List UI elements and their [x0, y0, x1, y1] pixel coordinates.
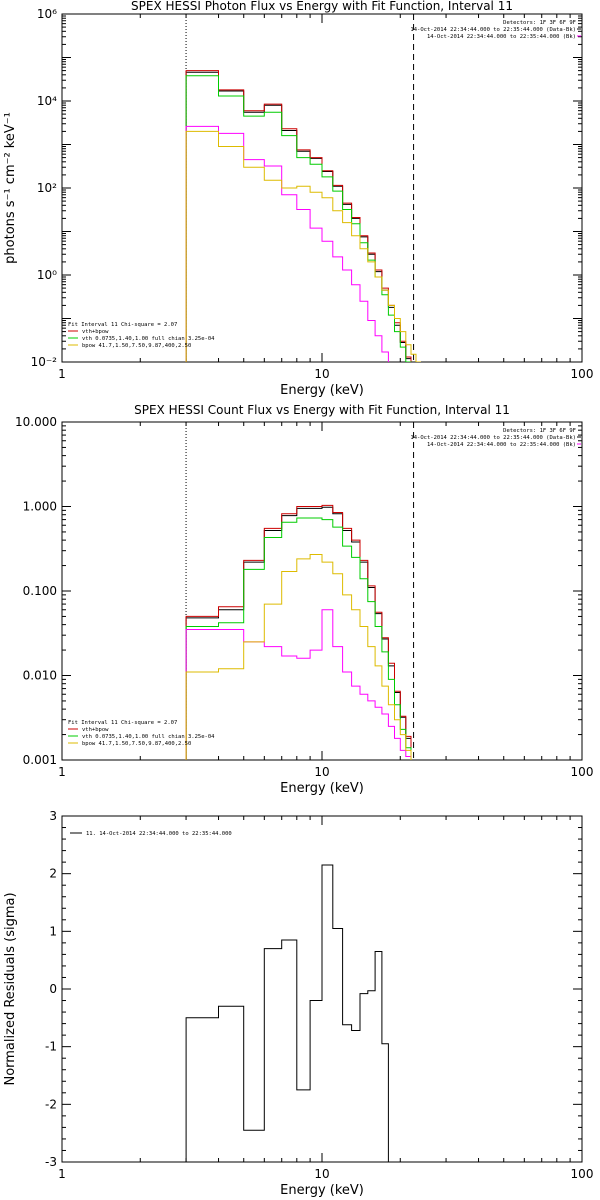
series-line-1	[185, 506, 412, 760]
series-line-4	[185, 125, 389, 362]
legend-entry: vth+bpow	[82, 329, 109, 335]
y-tick-label: 10.000	[15, 415, 57, 429]
y-tick-label: 10⁴	[37, 94, 57, 108]
header-line: 14-Oct-2014 22:34:44.000 to 22:35:44.000…	[410, 27, 576, 33]
legend-entry: Fit Interval 11 Chi-square = 2.07	[68, 322, 177, 328]
y-tick-label: 3	[49, 809, 57, 823]
series-line-4	[185, 609, 412, 760]
series-line-5	[185, 130, 421, 362]
legend-entry: bpow 41.7,1.50,7.50,9.87,400,2.50	[82, 343, 191, 349]
legend-entry: Fit Interval 11 Chi-square = 2.07	[68, 720, 177, 726]
y-tick-label: 0.001	[23, 753, 57, 767]
legend-entry: vth+bpow	[82, 727, 109, 733]
header-line: 14-Oct-2014 22:34:44.000 to 22:35:44.000…	[410, 435, 576, 441]
plot-frame	[61, 421, 583, 761]
y-tick-label: 10⁰	[37, 268, 57, 282]
x-tick-label: 1	[58, 367, 66, 381]
x-tick-label: 1	[58, 1167, 66, 1181]
y-tick-label: 1.000	[23, 500, 57, 514]
series-line-3	[185, 75, 412, 362]
chart-panel-1: SPEX HESSI Photon Flux vs Energy with Fi…	[3, 0, 593, 398]
y-axis-label: photons s⁻¹ cm⁻² keV⁻¹	[3, 112, 18, 264]
y-tick-label: 10⁻²	[31, 355, 58, 369]
legend-entry: bpow 41.7,1.50,7.50,9.87,400,2.50	[82, 741, 191, 747]
y-tick-label: -3	[45, 1155, 57, 1169]
y-tick-label: 0.010	[23, 669, 57, 683]
y-tick-label: -2	[45, 1097, 57, 1111]
y-tick-label: 2	[49, 867, 57, 881]
x-tick-label: 100	[571, 1167, 594, 1181]
y-tick-label: 0	[49, 982, 57, 996]
series-line-2	[185, 504, 412, 760]
series-line-1	[185, 864, 389, 1162]
x-tick-label: 10	[314, 1167, 329, 1181]
series-line-1	[185, 71, 412, 362]
legend-entry: 11. 14-Oct-2014 22:34:44.000 to 22:35:44…	[86, 831, 232, 837]
chart-title: SPEX HESSI Photon Flux vs Energy with Fi…	[131, 0, 513, 13]
series-line-2	[185, 70, 412, 362]
series-line-3	[185, 517, 412, 760]
chart-panel-2: SPEX HESSI Count Flux vs Energy with Fit…	[15, 403, 593, 796]
legend-entry: vth 0.0735,1.40,1.00 full chian 3.25e-04	[82, 734, 215, 740]
x-tick-label: 1	[58, 765, 66, 779]
x-axis-label: Energy (keV)	[280, 1183, 364, 1198]
y-axis-label: Normalized Residuals (sigma)	[3, 892, 18, 1085]
x-tick-label: 100	[571, 367, 594, 381]
header-line: Detectors: 1F 3F 6F 9F	[503, 428, 576, 434]
y-tick-label: -1	[45, 1040, 57, 1054]
legend-entry: vth 0.0735,1.40,1.00 full chian 3.25e-04	[82, 336, 215, 342]
x-tick-label: 10	[314, 367, 329, 381]
x-axis-label: Energy (keV)	[280, 383, 364, 398]
chart-panel-3: 1 10 100 -3 -2 -1 0 1 2 3 Energy (keV) Normalized R…	[3, 809, 593, 1198]
header-line: 14-Oct-2014 22:34:44.000 to 22:35:44.000…	[427, 442, 576, 448]
x-tick-label: 100	[571, 765, 594, 779]
x-tick-label: 10	[314, 765, 329, 779]
x-axis-label: Energy (keV)	[280, 781, 364, 796]
plot-frame	[61, 13, 583, 363]
series-line-5	[185, 554, 412, 760]
y-tick-label: 0.100	[23, 584, 57, 598]
y-tick-label: 10⁶	[37, 7, 57, 21]
header-line: 14-Oct-2014 22:34:44.000 to 22:35:44.000…	[427, 34, 576, 40]
y-tick-label: 1	[49, 924, 57, 938]
y-tick-label: 10²	[37, 181, 57, 195]
header-line: Detectors: 1F 3F 6F 9F	[503, 20, 576, 26]
chart-title: SPEX HESSI Count Flux vs Energy with Fit…	[134, 403, 510, 417]
